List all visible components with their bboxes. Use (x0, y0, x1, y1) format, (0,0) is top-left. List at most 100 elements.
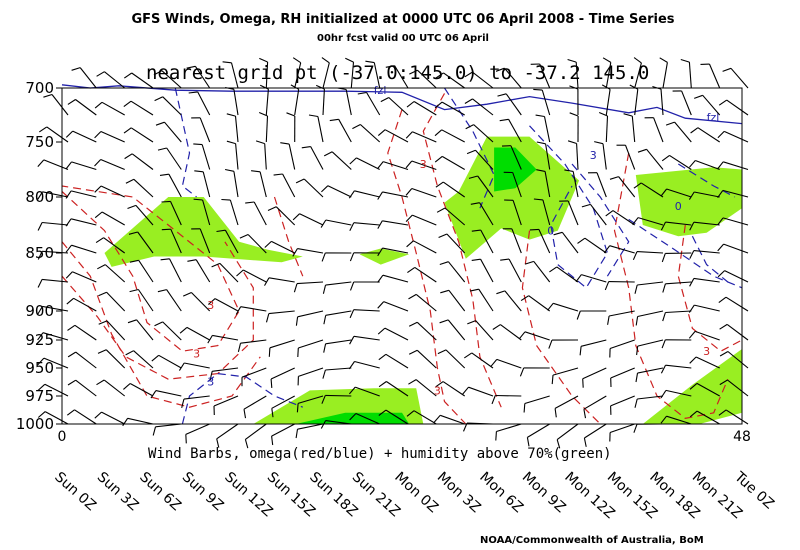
wind-barb (632, 251, 664, 261)
wind-barb (267, 206, 296, 226)
y-tick-label: 700 (25, 79, 54, 97)
omega-contour-negative (677, 163, 736, 198)
omega-contours (61, 87, 743, 425)
wind-barb (128, 231, 154, 254)
wind-barb (385, 65, 409, 89)
wind-barb (549, 266, 579, 283)
wind-barb (700, 63, 721, 89)
wind-barb (661, 339, 692, 349)
wind-barb (37, 411, 69, 425)
wind-barb (323, 310, 352, 325)
wind-barb (576, 310, 607, 320)
wind-barb (661, 252, 692, 263)
humidity-region-above90 (295, 412, 410, 424)
wind-barb (437, 349, 466, 369)
wind-barb (633, 423, 664, 433)
wind-barb (329, 118, 352, 143)
wind-barb (97, 349, 126, 369)
wind-barb (65, 244, 97, 254)
contour-label-negative: 3 (207, 375, 214, 388)
wind-barb (65, 271, 97, 283)
wind-barb (96, 379, 126, 397)
wind-barb (94, 130, 125, 143)
wind-barb (124, 153, 154, 170)
wind-barb (635, 310, 664, 326)
y-tick-label: 750 (25, 133, 54, 151)
wind-barb (37, 305, 69, 315)
x-tick-label: Mon 9Z (519, 469, 569, 516)
wind-barb (407, 266, 437, 283)
wind-barb (633, 57, 642, 89)
contour-label-positive: 3 (193, 347, 200, 360)
wind-barb (688, 304, 720, 313)
wind-barb (297, 367, 324, 386)
wind-barb (405, 187, 437, 198)
wind-barb (315, 84, 325, 116)
wind-barb (717, 130, 749, 143)
omega-contour-negative (181, 372, 304, 425)
wind-barb (439, 261, 466, 283)
wind-barb (605, 210, 636, 226)
wind-barb (37, 332, 69, 341)
x-tick-label: Mon 6Z (476, 469, 526, 516)
wind-barb (633, 182, 664, 198)
wind-barb (582, 367, 607, 388)
humidity-regions (104, 136, 742, 424)
wind-barb (717, 189, 749, 199)
wind-barb (161, 228, 182, 254)
wind-barb (406, 101, 437, 116)
x-tick-label: Sun 0Z (51, 469, 99, 514)
wind-barb (349, 412, 380, 425)
wind-barb (259, 57, 269, 89)
wind-barb (273, 173, 296, 198)
wind-barb (594, 141, 607, 170)
wind-barb (689, 410, 720, 425)
wind-barb (405, 214, 437, 226)
wind-barb (524, 260, 551, 283)
wind-barb (235, 306, 267, 315)
wind-barb (662, 281, 692, 293)
wind-barb (497, 93, 522, 116)
wind-barb (245, 201, 267, 226)
wind-barb (567, 140, 579, 170)
y-tick-label: 800 (25, 188, 54, 206)
wind-barb (153, 70, 182, 89)
wind-barb (380, 97, 409, 116)
grid-point-header: nearest grid pt (-37.0:145.0) to -37.2 1… (146, 62, 649, 84)
wind-barb (518, 331, 550, 341)
y-tick-label: 950 (25, 359, 54, 377)
wind-barb (607, 310, 635, 325)
wind-barb (271, 423, 295, 446)
wind-barb (97, 264, 126, 283)
wind-barb (377, 327, 409, 341)
wind-barb (378, 409, 409, 425)
wind-barb (519, 367, 550, 377)
wind-barb (226, 140, 239, 170)
wind-barb (185, 423, 210, 444)
wind-barb (297, 339, 324, 358)
wind-barb (523, 395, 550, 413)
freezing-level-label: fzl (707, 111, 720, 124)
wind-barb (439, 319, 466, 341)
wind-barb (689, 356, 720, 369)
wind-barb (688, 159, 720, 171)
y-tick-label: 975 (25, 387, 54, 405)
wind-barb (94, 211, 125, 226)
wind-barb (660, 188, 692, 198)
wind-barb (468, 175, 494, 198)
wind-barb (718, 296, 749, 312)
wind-barb (71, 67, 97, 89)
wind-barb (65, 218, 97, 227)
omega-contour-positive (677, 224, 743, 352)
wind-barb (37, 357, 69, 369)
wind-barb (243, 395, 267, 419)
wind-barb (689, 221, 720, 231)
wind-barb (535, 114, 551, 143)
wind-barb (554, 395, 579, 418)
wind-barb (598, 111, 609, 143)
wind-barb (154, 321, 182, 341)
wind-barb (435, 381, 466, 397)
wind-barb (286, 112, 296, 143)
wind-barb (37, 221, 69, 231)
wind-barb (717, 217, 749, 226)
